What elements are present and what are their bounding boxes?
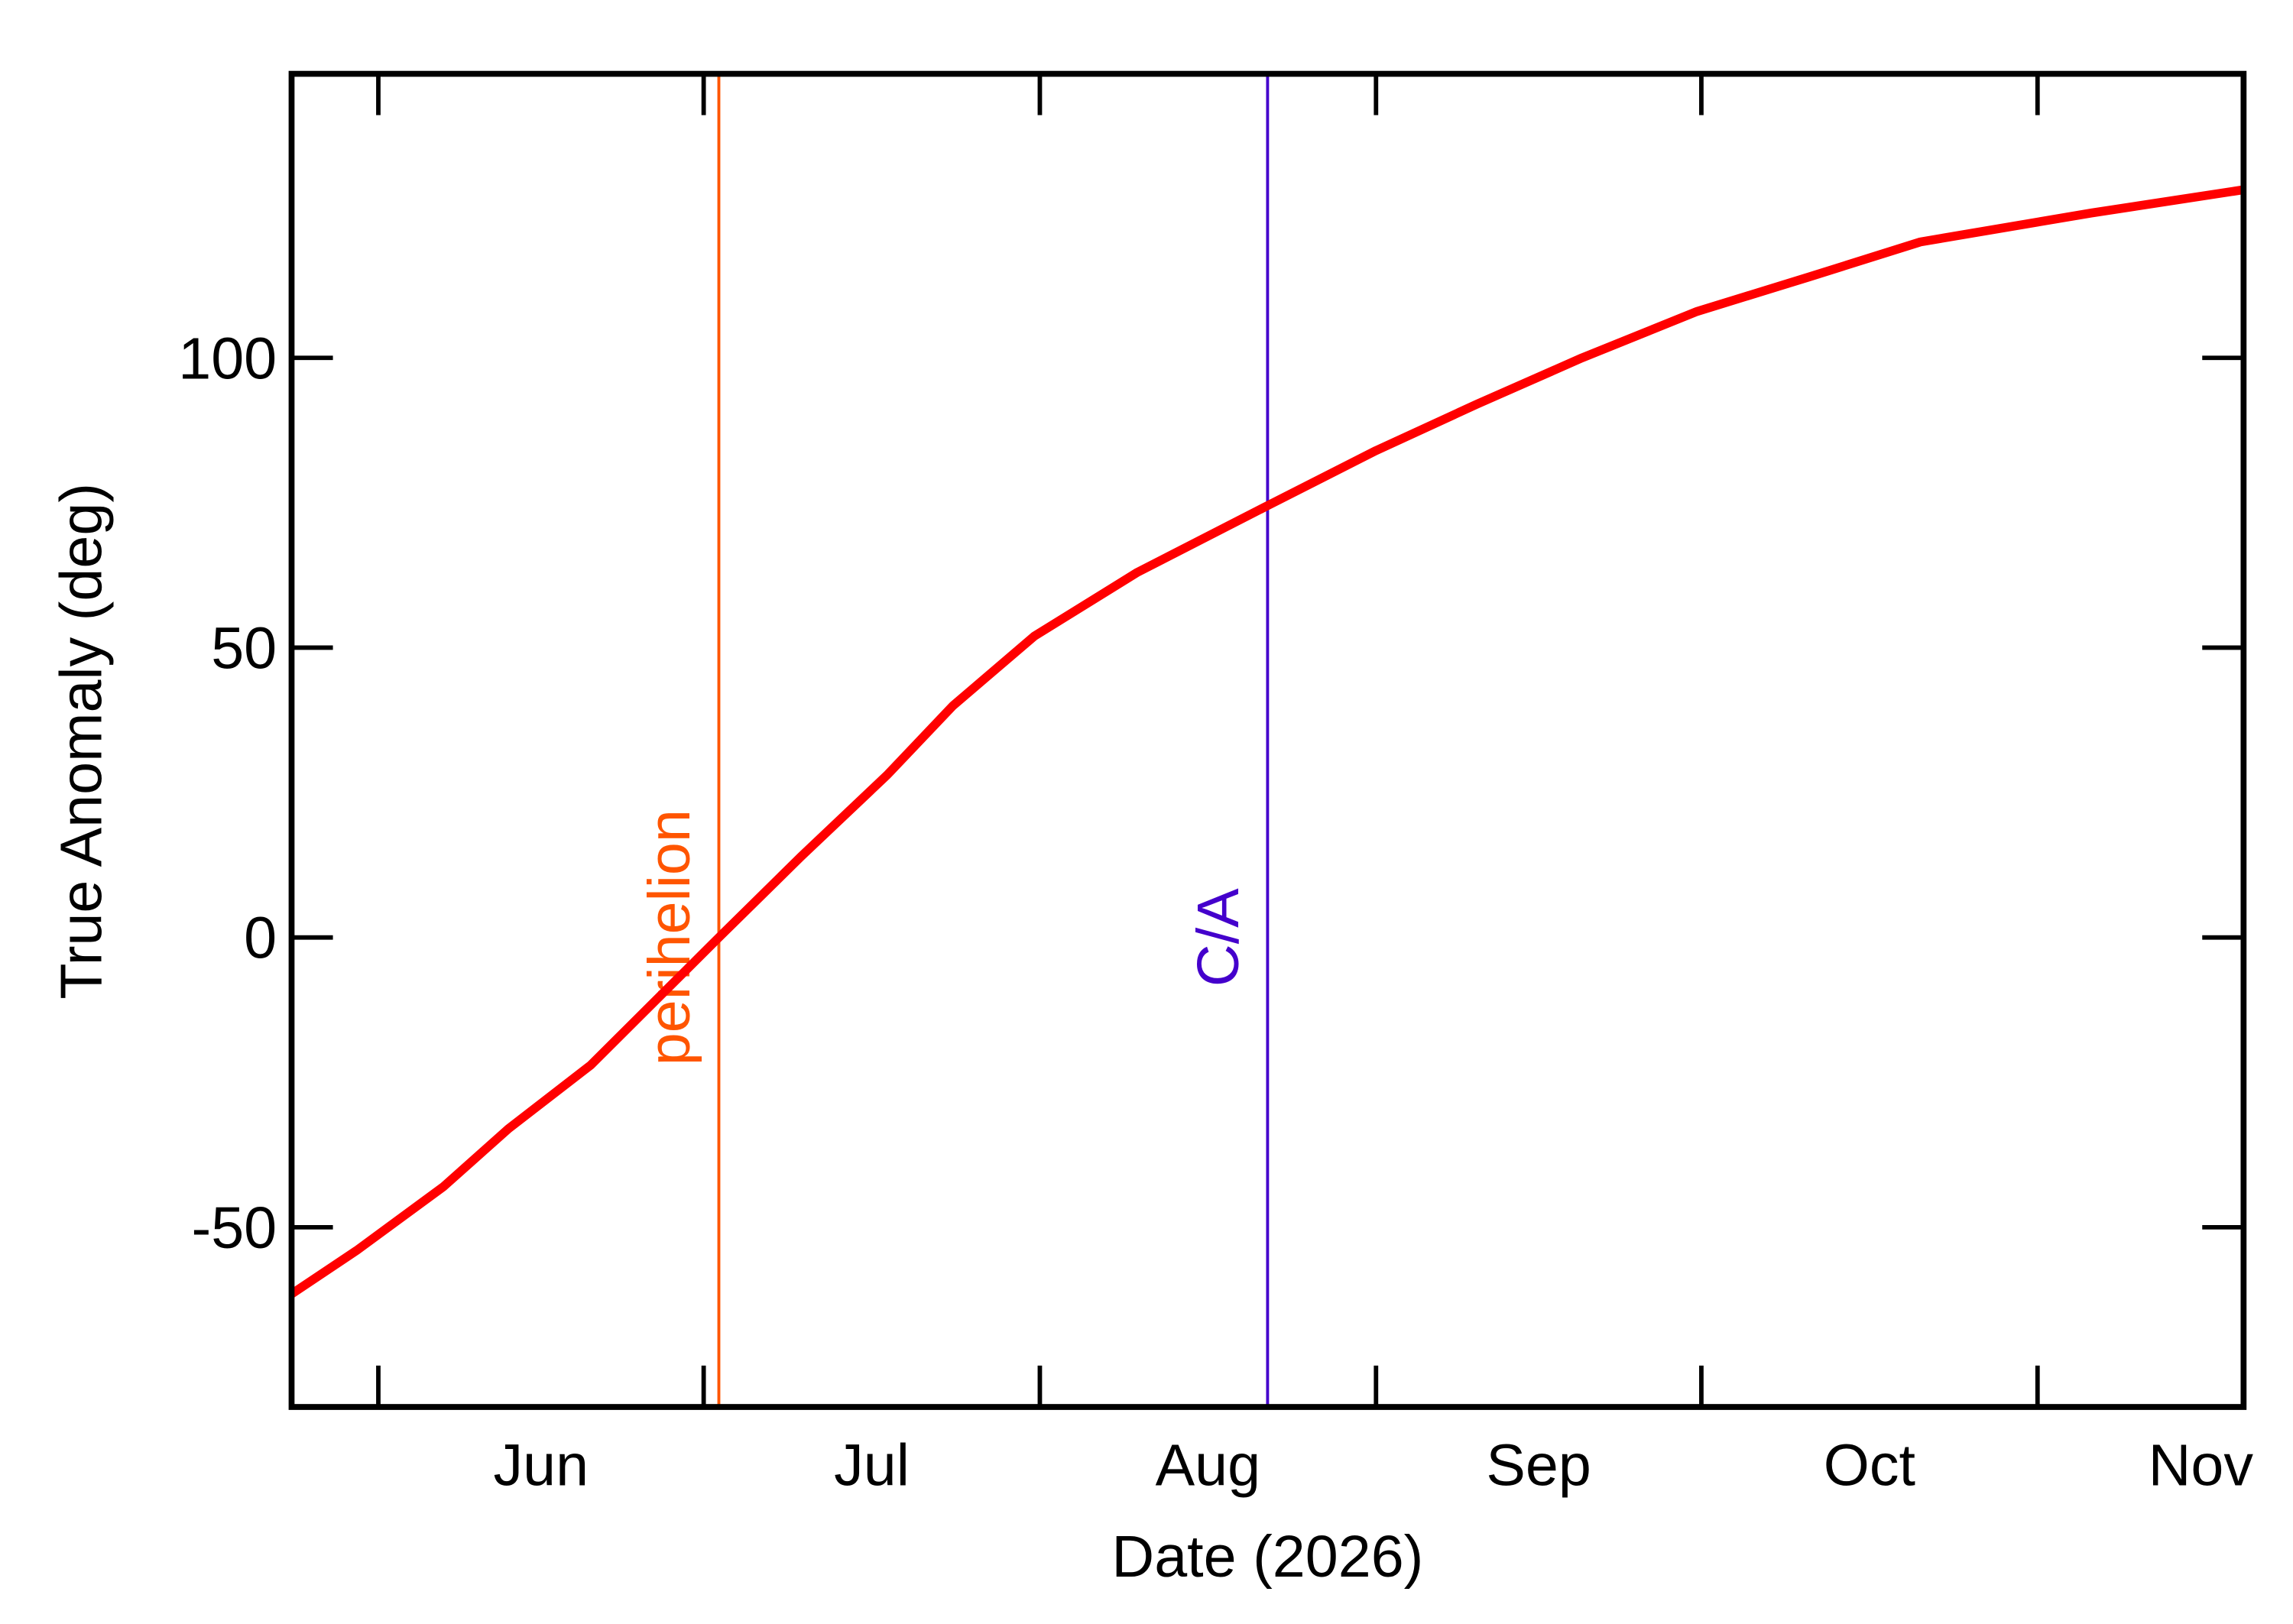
x-tick-label: Sep	[1486, 1432, 1591, 1498]
x-tick-label: Nov	[2149, 1432, 2254, 1498]
data-line	[289, 185, 2245, 1298]
x-tick-label: Oct	[1824, 1432, 1915, 1498]
y-tick-label: -50	[191, 1195, 277, 1261]
x-tick-label: Jul	[834, 1432, 910, 1498]
y-axis-label: True Anomaly (deg)	[48, 483, 114, 1000]
event-label: perihelion	[637, 809, 702, 1065]
event-label: C/A	[1185, 888, 1251, 987]
y-tick-label: 0	[244, 906, 277, 971]
plot-frame	[288, 70, 2247, 1410]
x-tick-label: Jun	[494, 1432, 589, 1498]
y-tick-label: 100	[178, 326, 277, 391]
x-tick-label: Aug	[1156, 1432, 1260, 1498]
x-axis-label: Date (2026)	[1111, 1524, 1423, 1590]
y-tick-label: 50	[211, 616, 277, 682]
